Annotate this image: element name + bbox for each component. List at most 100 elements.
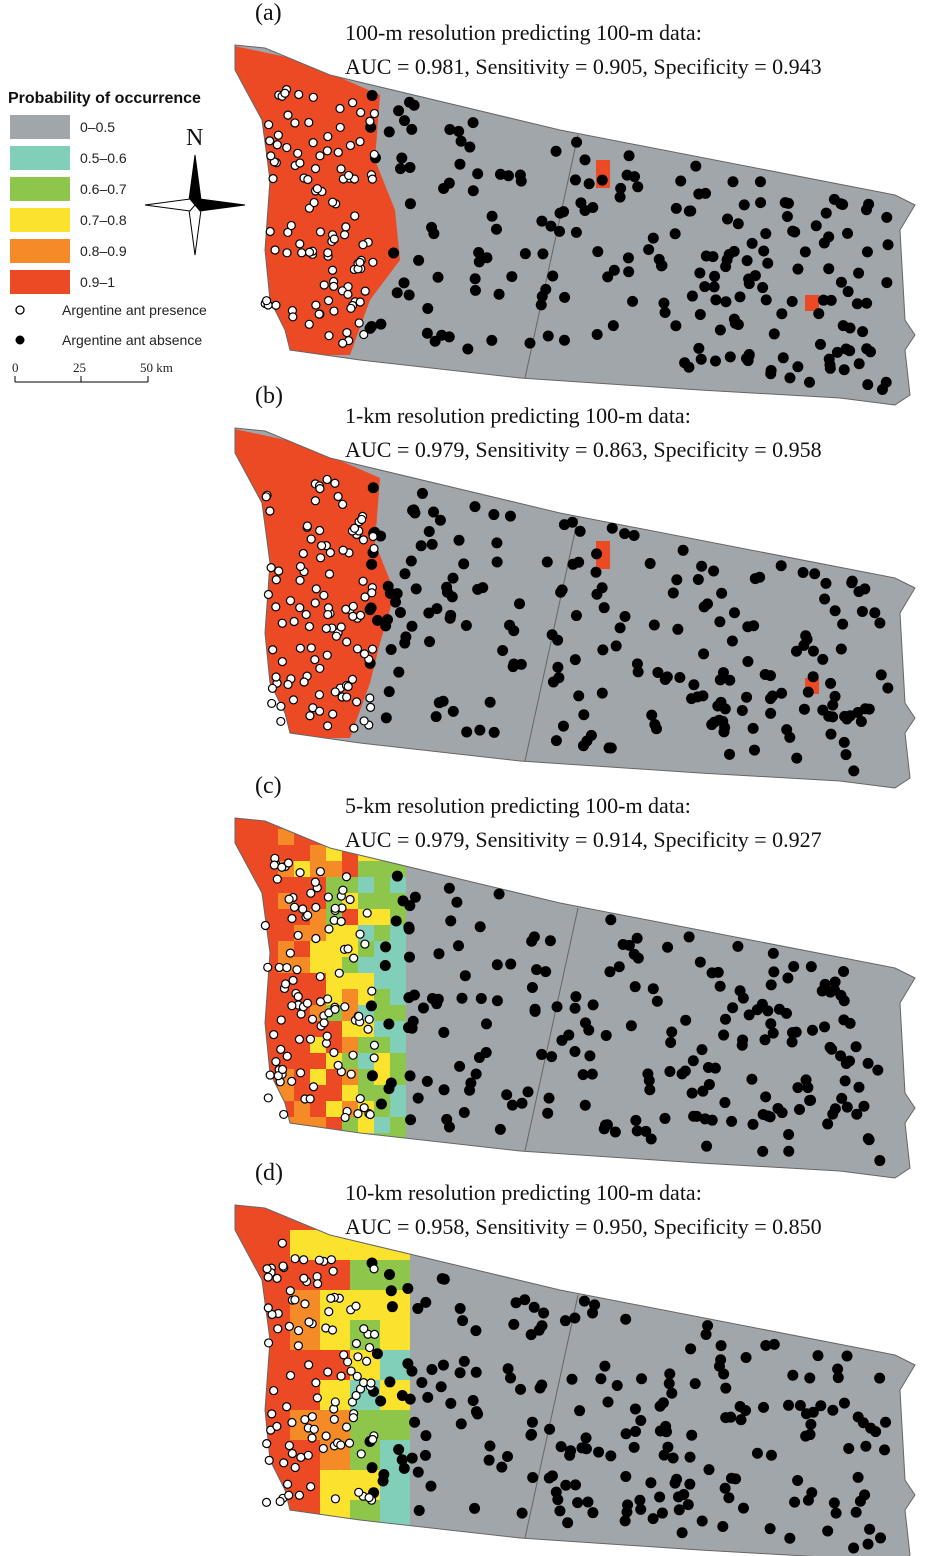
absence-point — [393, 667, 404, 678]
probability-cell — [246, 813, 262, 829]
absence-point — [782, 211, 793, 222]
presence-point — [355, 1488, 363, 1496]
absence-point — [809, 568, 820, 579]
absence-point — [470, 285, 481, 296]
absence-point — [537, 291, 548, 302]
probability-cell — [380, 1530, 410, 1556]
absence-point — [724, 749, 735, 760]
absence-point — [838, 966, 849, 977]
absence-point — [805, 1419, 816, 1430]
probability-cell — [326, 861, 342, 877]
probability-cell — [358, 861, 374, 877]
presence-point — [263, 1498, 271, 1506]
absence-point — [455, 1367, 466, 1378]
absence-point — [629, 530, 640, 541]
absence-point — [454, 535, 465, 546]
absence-point — [526, 1329, 537, 1340]
absence-point — [620, 1314, 631, 1325]
absence-point — [722, 214, 733, 225]
presence-point — [324, 722, 332, 730]
absence-point — [718, 1368, 729, 1379]
absence-point — [875, 1532, 886, 1543]
absence-point — [768, 948, 779, 959]
presence-point — [370, 1041, 378, 1049]
absence-point — [837, 619, 848, 630]
presence-point — [288, 914, 296, 922]
probability-cell — [230, 1165, 246, 1181]
absence-point — [399, 568, 410, 579]
presence-point — [277, 1045, 285, 1053]
presence-point — [269, 175, 277, 183]
probability-cell — [294, 1133, 310, 1149]
presence-point — [294, 1342, 302, 1350]
absence-point — [551, 735, 562, 746]
absence-point — [409, 1417, 420, 1428]
absence-point — [792, 1082, 803, 1093]
probability-cell — [342, 1149, 358, 1165]
absence-point — [843, 1443, 854, 1454]
absence-point — [727, 1002, 738, 1013]
presence-point — [330, 1048, 338, 1056]
probability-cell — [326, 829, 342, 845]
absence-point — [435, 515, 446, 526]
absence-point — [838, 320, 849, 331]
absence-point — [386, 644, 397, 655]
absence-point — [806, 1487, 817, 1498]
absence-point — [432, 272, 443, 283]
probability-cell — [310, 1053, 326, 1069]
absence-point — [484, 1441, 495, 1452]
absence-point — [367, 1070, 378, 1081]
absence-point — [523, 1086, 534, 1097]
presence-point — [331, 904, 339, 912]
probability-cell — [390, 941, 406, 957]
legend-label: 0.5–0.6 — [80, 150, 127, 166]
presence-point — [288, 1077, 296, 1085]
absence-point — [707, 967, 718, 978]
probability-cell — [326, 1181, 342, 1197]
absence-point — [367, 90, 378, 101]
presence-point — [370, 545, 378, 553]
probability-cell — [246, 973, 262, 989]
absence-point — [752, 1004, 763, 1015]
presence-point — [319, 1444, 327, 1452]
absence-point — [829, 1497, 840, 1508]
presence-point — [371, 1330, 379, 1338]
absence-point — [738, 1503, 749, 1514]
absence-point — [784, 372, 795, 383]
absence-point — [803, 687, 814, 698]
presence-point — [304, 1451, 312, 1459]
absence-point — [813, 308, 824, 319]
probability-cell — [246, 893, 262, 909]
probability-cell — [230, 1410, 260, 1440]
presence-point — [316, 664, 324, 672]
probability-cell — [326, 1117, 342, 1133]
absence-point — [720, 1014, 731, 1025]
absence-point — [792, 1475, 803, 1486]
absence-point — [673, 1491, 684, 1502]
absence-point — [840, 749, 851, 760]
absence-point — [688, 1055, 699, 1066]
absence-point — [595, 1373, 606, 1384]
absence-point — [416, 540, 427, 551]
absence-point — [815, 339, 826, 350]
absence-point — [393, 1444, 404, 1455]
legend-items: 0–0.50.5–0.60.6–0.70.7–0.80.8–0.90.9–1 — [10, 115, 127, 294]
absence-point — [604, 742, 615, 753]
absence-point — [486, 335, 497, 346]
absence-point — [870, 1426, 881, 1437]
presence-point — [268, 1410, 276, 1418]
absence-point — [462, 344, 473, 355]
presence-point — [287, 222, 295, 230]
presence-point — [303, 999, 311, 1007]
presence-point — [277, 717, 285, 725]
absence-point — [845, 1018, 856, 1029]
absence-point — [695, 957, 706, 968]
probability-cell — [294, 941, 310, 957]
presence-point — [347, 1070, 355, 1078]
presence-point — [330, 282, 338, 290]
absence-point — [783, 1146, 794, 1157]
absence-point — [784, 732, 795, 743]
presence-point — [353, 1372, 361, 1380]
absence-point — [592, 329, 603, 340]
probability-cell — [230, 1320, 260, 1350]
